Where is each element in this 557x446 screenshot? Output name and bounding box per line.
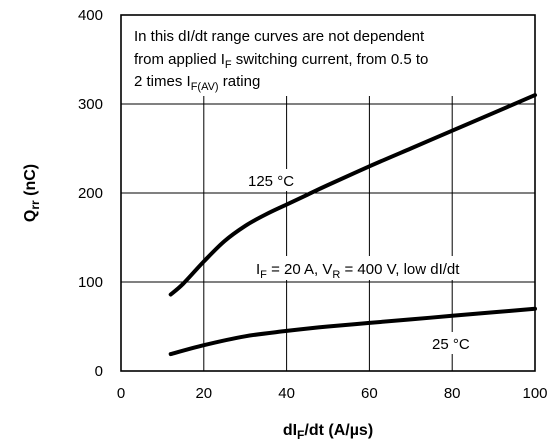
series-label-125c: 125 °C xyxy=(248,173,294,190)
annotation-note-line-3: 2 times IF(AV) rating xyxy=(134,73,260,93)
series-label-125c-background xyxy=(244,169,306,191)
plot-frame xyxy=(120,14,536,372)
y-tick-label: 400 xyxy=(78,7,103,24)
series-25c-curve xyxy=(168,306,537,357)
annotation-note-line-1: In this dI/dt range curves are not depen… xyxy=(134,28,425,45)
y-tick-label: 0 xyxy=(95,363,103,380)
y-tick-label: 100 xyxy=(78,274,103,291)
data-curves xyxy=(168,93,537,357)
y-tick-label: 200 xyxy=(78,185,103,202)
tick-labels: 0 20 40 60 80 100 0 100 200 300 400 xyxy=(78,7,548,402)
x-tick-label: 80 xyxy=(444,385,461,402)
y-tick-label: 300 xyxy=(78,96,103,113)
conditions-label-background xyxy=(250,256,516,280)
x-tick-label: 20 xyxy=(195,385,212,402)
series-label-25c-background xyxy=(428,332,486,354)
series-label-25c: 25 °C xyxy=(432,336,470,353)
annotation-note-line-2: from applied IF switching current, from … xyxy=(134,51,428,71)
x-tick-label: 60 xyxy=(361,385,378,402)
y-axis-title: Qrr (nC) xyxy=(22,164,42,222)
conditions-label: IF = 20 A, VR = 400 V, low dI/dt xyxy=(256,261,460,281)
annotation-box xyxy=(121,15,535,96)
x-tick-label: 40 xyxy=(278,385,295,402)
x-tick-label: 100 xyxy=(522,385,547,402)
x-axis-title: dIF/dt (A/µs) xyxy=(283,422,373,442)
x-tick-label: 0 xyxy=(117,385,125,402)
series-125c-curve xyxy=(168,93,537,297)
